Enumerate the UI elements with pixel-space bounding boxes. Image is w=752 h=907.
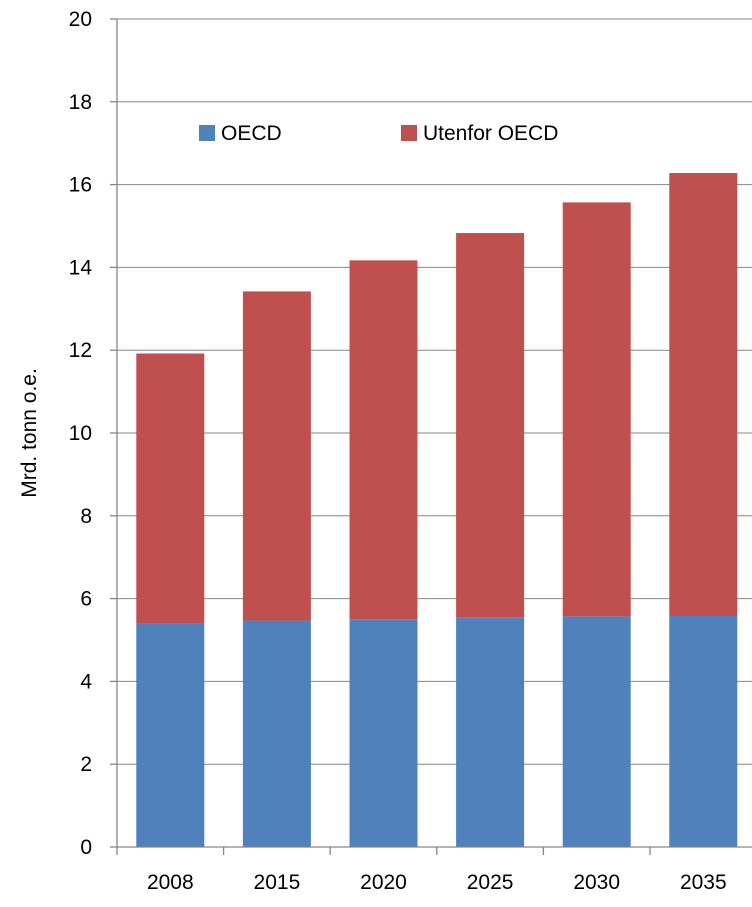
bar-utenfor-oecd-2020 <box>349 260 418 620</box>
y-tick-label: 14 <box>69 256 93 279</box>
y-tick-label: 2 <box>80 753 92 776</box>
x-tick-label: 2025 <box>467 871 514 894</box>
bar-oecd-2015 <box>242 620 311 847</box>
y-axis-title: Mrd. tonn o.e. <box>18 368 41 498</box>
gridlines <box>117 18 752 765</box>
bars <box>136 173 738 847</box>
y-tick-label: 8 <box>80 505 92 528</box>
bar-utenfor-oecd-2008 <box>136 353 205 624</box>
x-tick-label: 2008 <box>147 871 194 894</box>
y-tick-label: 12 <box>69 339 92 362</box>
bar-oecd-2035 <box>669 615 738 847</box>
x-tick-label: 2030 <box>573 871 620 894</box>
y-tick-label: 20 <box>69 8 92 31</box>
x-tick-label: 2020 <box>360 871 407 894</box>
bar-oecd-2020 <box>349 619 418 847</box>
legend: OECD Utenfor OECD <box>199 122 558 145</box>
legend-swatch-oecd <box>199 125 215 141</box>
legend-label: Utenfor OECD <box>423 122 558 145</box>
bar-oecd-2008 <box>136 623 205 847</box>
y-tick-label: 16 <box>69 174 92 197</box>
y-tick-label: 18 <box>69 91 92 114</box>
bar-utenfor-oecd-2035 <box>669 173 738 616</box>
bar-oecd-2030 <box>562 616 631 847</box>
y-tick-label: 10 <box>69 422 92 445</box>
bar-utenfor-oecd-2030 <box>562 202 631 617</box>
bar-utenfor-oecd-2015 <box>242 291 311 621</box>
legend-label: OECD <box>221 122 282 145</box>
y-tick-label: 6 <box>80 588 92 611</box>
y-tick-label: 4 <box>80 670 92 693</box>
bar-utenfor-oecd-2025 <box>456 233 525 618</box>
x-tick-label: 2035 <box>680 871 727 894</box>
legend-swatch-utenfor-oecd <box>401 125 417 141</box>
bar-oecd-2025 <box>456 617 525 847</box>
y-tick-label: 0 <box>80 836 92 859</box>
y-axis-ticks: 0 2 4 6 8 10 12 14 16 18 20 <box>69 8 117 859</box>
x-axis-ticks: 2008 2015 2020 2025 2030 2035 <box>116 847 727 894</box>
x-tick-label: 2015 <box>254 871 301 894</box>
